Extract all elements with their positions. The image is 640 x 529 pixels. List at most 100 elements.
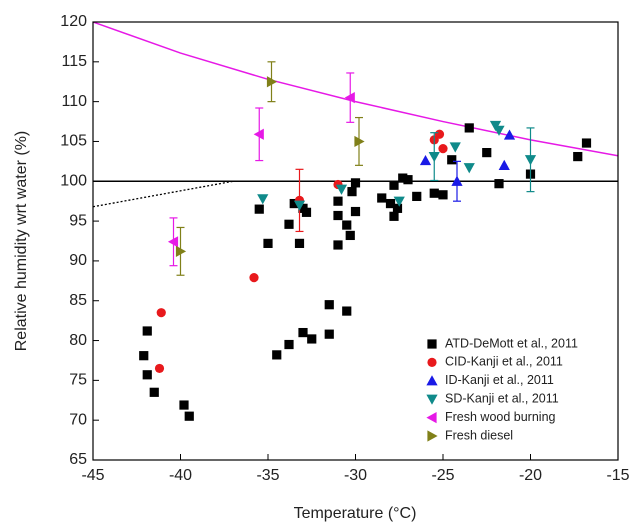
point	[438, 144, 448, 154]
y-tick-label: 110	[61, 93, 87, 110]
x-tick-label: -20	[519, 467, 542, 484]
point	[284, 219, 294, 229]
y-tick-label: 75	[69, 372, 87, 389]
point	[179, 400, 189, 410]
reference-line	[93, 180, 234, 208]
point	[298, 327, 308, 338]
point	[385, 198, 396, 209]
x-tick-label: -15	[606, 467, 629, 484]
point	[389, 211, 399, 221]
legend-marker	[427, 357, 437, 367]
point	[335, 184, 348, 195]
y-axis-label: Relative humidity wrt water (%)	[13, 131, 30, 352]
point	[294, 238, 305, 248]
point	[301, 207, 312, 217]
point	[333, 210, 343, 221]
x-tick-label: -35	[256, 467, 279, 484]
point	[333, 240, 343, 250]
legend-marker	[426, 412, 437, 424]
point	[524, 155, 537, 166]
point	[142, 370, 152, 380]
legend-label: ATD-DeMott et al., 2011	[445, 336, 578, 350]
point	[249, 273, 259, 283]
point	[167, 236, 179, 248]
reference-line	[93, 22, 618, 157]
y-tick-label: 65	[69, 451, 87, 468]
point	[139, 351, 149, 361]
point	[419, 154, 432, 166]
point	[428, 151, 440, 163]
point	[392, 203, 403, 213]
point	[573, 151, 583, 162]
point	[393, 196, 405, 207]
legend-marker	[427, 339, 437, 349]
point	[154, 363, 165, 374]
point	[493, 125, 505, 136]
y-tick-label: 70	[69, 411, 87, 428]
point	[324, 300, 334, 310]
point	[284, 339, 294, 350]
y-tick-label: 80	[69, 332, 87, 349]
legend-label: Fresh wood burning	[445, 410, 556, 424]
y-tick-label: 105	[60, 133, 87, 150]
point	[350, 206, 361, 217]
point	[389, 180, 399, 190]
y-tick-label: 120	[60, 13, 87, 30]
point	[263, 238, 273, 248]
point	[342, 220, 352, 230]
x-tick-label: -40	[169, 467, 192, 484]
x-tick-label: -30	[344, 467, 367, 484]
point	[403, 175, 413, 185]
point	[449, 142, 461, 153]
point	[149, 387, 159, 397]
legend-label: CID-Kanji et al., 2011	[445, 355, 563, 369]
point	[345, 230, 355, 241]
point	[266, 76, 278, 88]
x-tick-label: -45	[81, 467, 104, 484]
y-tick-label: 115	[61, 53, 87, 70]
point	[464, 123, 474, 133]
x-axis-label: Temperature (°C)	[294, 505, 417, 522]
point	[272, 350, 282, 360]
point	[377, 193, 387, 203]
legend-marker	[426, 375, 438, 386]
point	[307, 334, 317, 344]
legend-label: Fresh diesel	[445, 428, 513, 442]
legend-marker	[426, 394, 438, 405]
legend-label: SD-Kanji et al., 2011	[445, 391, 559, 405]
point	[324, 329, 334, 339]
point	[344, 92, 355, 104]
point	[354, 135, 365, 148]
point	[175, 245, 187, 257]
plot-frame	[92, 21, 619, 461]
point	[438, 190, 448, 200]
point	[412, 191, 422, 202]
point	[447, 155, 457, 165]
point	[581, 138, 592, 148]
point	[142, 326, 152, 336]
point	[429, 188, 439, 198]
point	[494, 179, 504, 189]
point	[350, 178, 361, 188]
point	[289, 198, 299, 209]
legend-label: ID-Kanji et al., 2011	[445, 373, 554, 387]
point	[156, 308, 166, 318]
x-tick-label: -25	[431, 467, 454, 484]
y-tick-label: 85	[69, 292, 87, 309]
point	[254, 204, 264, 214]
point	[253, 128, 264, 140]
point	[498, 159, 510, 170]
point	[398, 173, 408, 183]
point	[451, 175, 463, 186]
point	[482, 148, 492, 158]
y-tick-label: 90	[69, 252, 87, 269]
point	[347, 187, 357, 197]
point	[293, 200, 306, 211]
point	[503, 129, 516, 140]
point	[463, 163, 475, 174]
legend-marker	[427, 430, 438, 442]
point	[184, 411, 194, 421]
point	[257, 194, 269, 205]
y-tick-label: 95	[69, 212, 87, 229]
